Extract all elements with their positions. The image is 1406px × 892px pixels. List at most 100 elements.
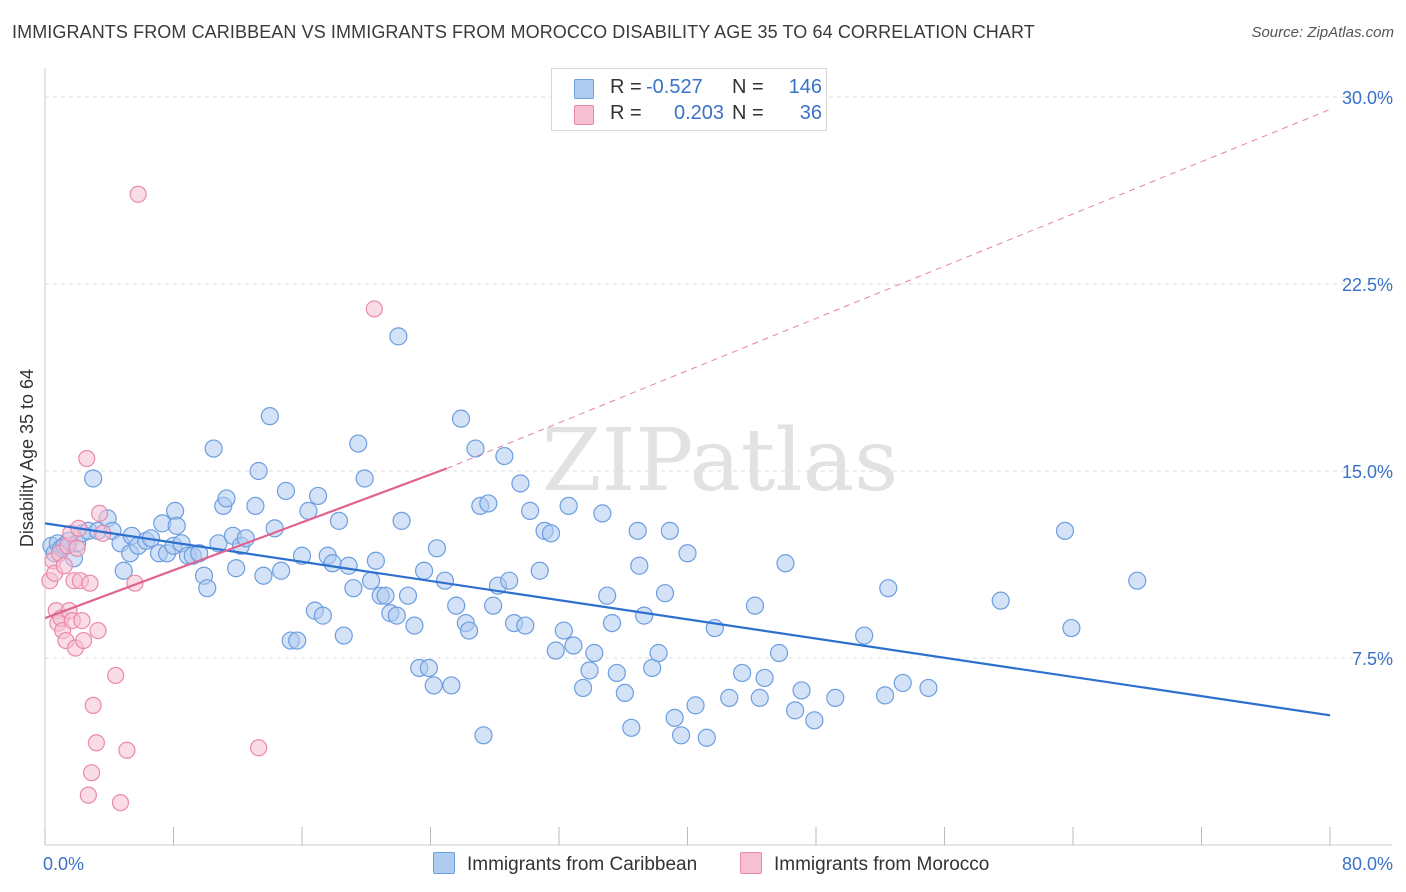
caribbean-point xyxy=(339,556,358,575)
morocco-point xyxy=(79,786,97,804)
morocco-point xyxy=(111,794,130,812)
caribbean-point xyxy=(630,556,649,575)
y-tick-label: 15.0% xyxy=(1342,462,1393,482)
caribbean-point xyxy=(720,688,739,707)
caribbean-point xyxy=(511,474,530,493)
chart-title: IMMIGRANTS FROM CARIBBEAN VS IMMIGRANTS … xyxy=(12,22,1035,42)
caribbean-point xyxy=(769,643,789,663)
caribbean-point xyxy=(166,501,185,520)
y-tick-label: 22.5% xyxy=(1342,275,1393,295)
bottom-legend-caribbean: Immigrants from Caribbean xyxy=(433,852,697,876)
caribbean-point xyxy=(580,661,599,680)
caribbean-point xyxy=(1128,571,1147,590)
caribbean-point xyxy=(635,606,654,625)
caribbean-point xyxy=(260,407,279,426)
caribbean-point xyxy=(217,489,236,508)
morocco-point xyxy=(68,539,86,557)
morocco-point xyxy=(365,300,383,318)
caribbean-point xyxy=(660,521,679,540)
caribbean-point xyxy=(855,626,874,645)
caribbean-point xyxy=(435,571,455,590)
caribbean-point xyxy=(593,504,612,523)
watermark: ZIPatlas xyxy=(542,411,898,511)
caribbean-point xyxy=(484,596,503,615)
caribbean-point xyxy=(442,676,461,695)
caribbean-point xyxy=(559,496,578,516)
legend-r-value: -0.527 xyxy=(646,76,703,98)
caribbean-point xyxy=(329,511,349,530)
caribbean-point xyxy=(414,561,434,580)
tick-labels: 7.5% 15.0% 22.5% 30.0% 0.0% 80.0% xyxy=(43,88,1393,874)
bottom-legend-label-caribbean: Immigrants from Caribbean xyxy=(467,854,698,875)
caribbean-point xyxy=(755,668,774,688)
morocco-point xyxy=(73,611,91,630)
caribbean-point xyxy=(276,481,296,501)
source-label: Source: ZipAtlas.com xyxy=(1251,24,1394,41)
caribbean-point xyxy=(246,496,265,516)
caribbean-point xyxy=(392,511,411,530)
caribbean-point xyxy=(84,469,103,488)
morocco-point xyxy=(74,631,93,650)
morocco-point xyxy=(81,574,99,592)
correlation-legend: R = -0.527 N = 146 R = 0.203 N = 36 xyxy=(551,68,827,131)
caribbean-point xyxy=(733,663,752,683)
caribbean-point xyxy=(678,544,697,563)
morocco-point xyxy=(129,185,147,203)
morocco-point xyxy=(78,449,96,468)
caribbean-point xyxy=(114,561,133,580)
caribbean-point xyxy=(349,434,368,453)
caribbean-point xyxy=(686,696,705,715)
legend-swatch-caribbean xyxy=(574,79,594,99)
morocco-trend-line xyxy=(44,467,447,620)
caribbean-point xyxy=(272,561,291,580)
caribbean-point xyxy=(919,678,938,698)
caribbean-point xyxy=(991,591,1010,610)
morocco-point xyxy=(89,621,107,640)
caribbean-point xyxy=(398,586,418,605)
caribbean-point xyxy=(424,676,443,695)
caribbean-point xyxy=(750,688,769,707)
caribbean-point xyxy=(564,636,583,655)
morocco-point xyxy=(82,764,101,782)
caribbean-point xyxy=(366,551,385,570)
series-caribbean xyxy=(42,327,1147,747)
caribbean-point xyxy=(879,579,898,598)
caribbean-point xyxy=(451,409,471,428)
caribbean-point xyxy=(288,631,307,650)
caribbean-point xyxy=(602,613,622,633)
caribbean-point xyxy=(1062,618,1081,638)
morocco-trend-extension xyxy=(446,109,1331,469)
axes xyxy=(44,68,1392,846)
caribbean-point xyxy=(893,673,912,693)
caribbean-point xyxy=(1055,521,1075,540)
caribbean-point xyxy=(628,521,647,540)
caribbean-point xyxy=(516,616,535,635)
morocco-point xyxy=(91,504,109,522)
caribbean-point xyxy=(308,486,328,506)
caribbean-point xyxy=(344,579,363,598)
caribbean-point xyxy=(541,524,561,543)
caribbean-point xyxy=(313,606,332,625)
caribbean-point xyxy=(598,586,617,605)
caribbean-point xyxy=(786,701,805,720)
caribbean-point xyxy=(826,688,845,707)
caribbean-point xyxy=(745,596,765,615)
legend-r-value: 0.203 xyxy=(674,102,725,124)
caribbean-point xyxy=(334,626,353,645)
grid-lines xyxy=(45,96,1392,659)
morocco-point xyxy=(107,666,125,685)
caribbean-point xyxy=(323,554,342,573)
caribbean-point xyxy=(585,643,604,663)
caribbean-point xyxy=(427,539,447,558)
caribbean-point xyxy=(405,616,424,635)
caribbean-point xyxy=(167,516,186,535)
morocco-point xyxy=(84,696,102,714)
series-morocco xyxy=(41,185,383,812)
caribbean-point xyxy=(387,606,406,625)
legend-n-label: N = xyxy=(732,76,764,98)
x-tick-label: 80.0% xyxy=(1342,854,1393,874)
legend-r-label: R = xyxy=(610,102,642,124)
caribbean-point xyxy=(792,681,811,700)
legend-r-label: R = xyxy=(610,76,642,98)
legend-n-label: N = xyxy=(732,102,764,124)
